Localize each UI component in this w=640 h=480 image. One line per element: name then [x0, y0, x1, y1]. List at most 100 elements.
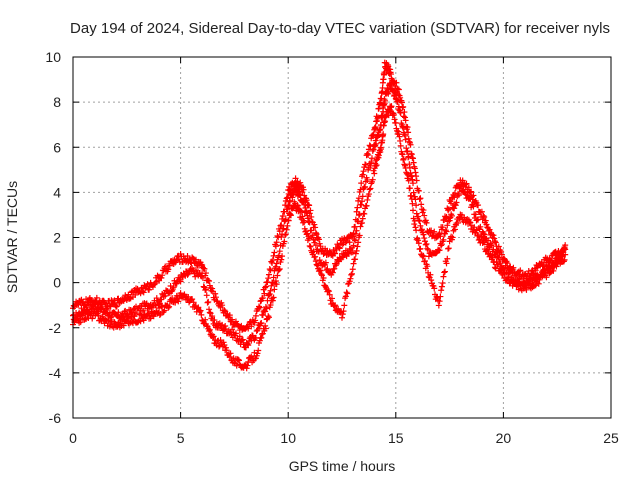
data-point — [140, 307, 147, 314]
data-point — [220, 339, 227, 346]
data-point — [355, 212, 362, 219]
data-point — [352, 256, 359, 263]
data-point — [366, 186, 373, 193]
data-point — [408, 192, 415, 199]
data-point — [318, 271, 325, 278]
data-point — [279, 253, 286, 260]
data-point — [284, 194, 291, 201]
data-point — [439, 224, 446, 231]
data-point — [410, 159, 417, 166]
data-point — [385, 63, 392, 70]
data-point — [421, 235, 428, 242]
data-point — [404, 124, 411, 131]
data-point — [95, 312, 102, 319]
data-point — [505, 273, 512, 280]
data-point — [197, 307, 204, 314]
data-point — [446, 217, 453, 224]
data-point — [352, 237, 359, 244]
data-point — [219, 302, 226, 309]
data-point — [322, 259, 329, 266]
data-point — [352, 216, 359, 223]
data-point — [287, 212, 294, 219]
data-point — [266, 266, 273, 273]
data-point — [417, 245, 424, 252]
data-point — [274, 232, 281, 239]
data-point — [420, 207, 427, 214]
data-point — [269, 257, 276, 264]
data-point — [481, 214, 488, 221]
data-point — [418, 226, 425, 233]
data-point — [325, 288, 332, 295]
data-point — [244, 362, 251, 369]
data-point — [550, 267, 557, 274]
data-point — [202, 316, 209, 323]
data-point — [397, 109, 404, 116]
data-point — [472, 211, 479, 218]
data-point — [177, 278, 184, 285]
data-point — [239, 336, 246, 343]
data-point — [190, 299, 197, 306]
data-point — [451, 194, 458, 201]
data-point — [272, 243, 279, 250]
data-point — [486, 226, 493, 233]
data-point — [368, 155, 375, 162]
data-point — [312, 224, 319, 231]
data-point — [405, 177, 412, 184]
data-point — [226, 312, 233, 319]
data-point — [449, 234, 456, 241]
data-point — [380, 76, 387, 83]
data-point — [411, 165, 418, 172]
data-point — [520, 276, 527, 283]
data-point — [392, 95, 399, 102]
data-point — [304, 230, 311, 237]
data-point — [252, 312, 259, 319]
data-point — [562, 242, 569, 249]
data-point — [211, 317, 218, 324]
data-point — [562, 251, 569, 258]
data-point — [288, 185, 295, 192]
data-point — [273, 281, 280, 288]
data-point — [438, 241, 445, 248]
data-point — [477, 223, 484, 230]
data-point — [273, 239, 280, 246]
data-point — [352, 223, 359, 230]
data-point — [158, 274, 165, 281]
data-point — [364, 196, 371, 203]
data-point — [275, 266, 282, 273]
data-point — [428, 277, 435, 284]
data-point — [448, 212, 455, 219]
data-point — [344, 290, 351, 297]
data-point — [258, 319, 265, 326]
data-point — [245, 342, 252, 349]
data-point — [312, 253, 319, 260]
data-point — [267, 287, 274, 294]
data-point — [478, 208, 485, 215]
data-point — [517, 267, 524, 274]
y-tick-label: 0 — [53, 275, 61, 291]
data-point — [413, 173, 420, 180]
data-point — [122, 307, 129, 314]
data-point — [452, 202, 459, 209]
data-point — [402, 114, 409, 121]
data-point — [265, 292, 272, 299]
data-point — [431, 285, 438, 292]
data-point — [303, 197, 310, 204]
data-point — [348, 271, 355, 278]
data-point — [331, 265, 338, 272]
data-point — [425, 253, 432, 260]
data-point — [536, 276, 543, 283]
data-point — [382, 97, 389, 104]
data-point — [391, 116, 398, 123]
data-point — [498, 248, 505, 255]
data-point — [470, 192, 477, 199]
data-point — [131, 313, 138, 320]
data-point — [362, 161, 369, 168]
data-point — [358, 180, 365, 187]
data-point — [441, 268, 448, 275]
data-point — [403, 145, 410, 152]
data-point — [270, 252, 277, 259]
data-point — [443, 228, 450, 235]
data-point — [209, 285, 216, 292]
data-point — [413, 210, 420, 217]
data-point — [360, 168, 367, 175]
